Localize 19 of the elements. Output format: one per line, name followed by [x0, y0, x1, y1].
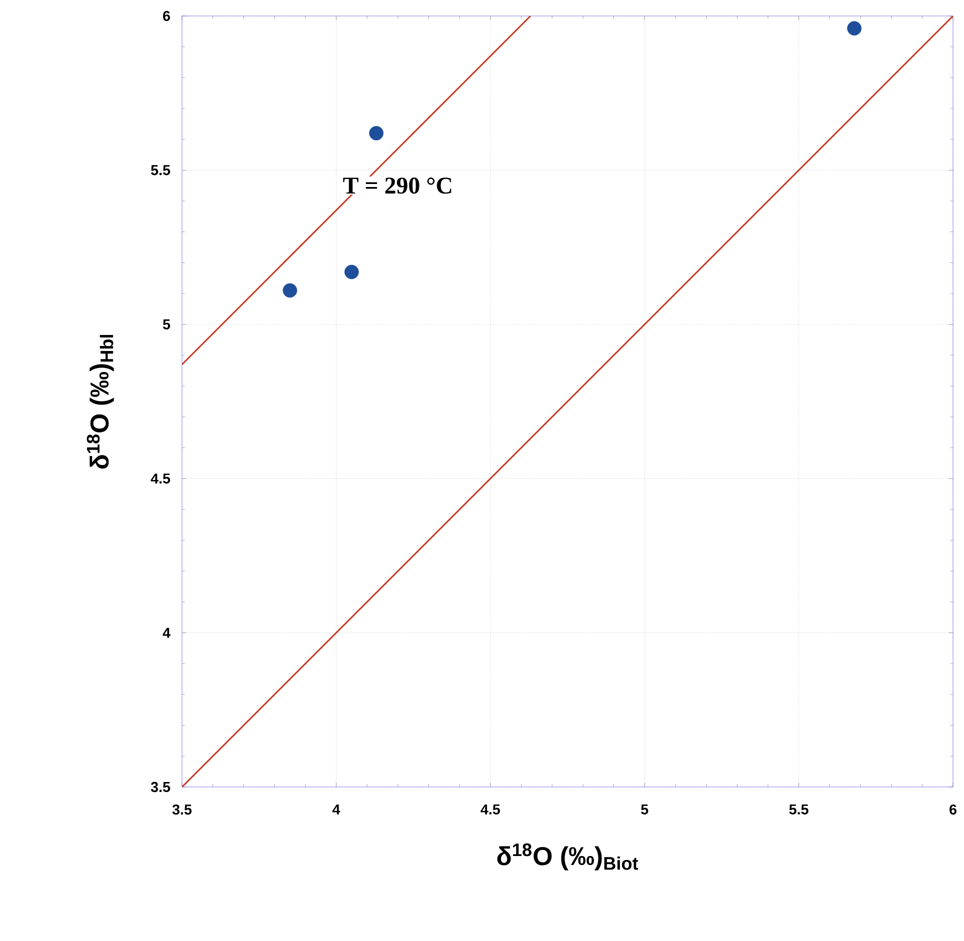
point	[282, 283, 298, 298]
point	[344, 264, 359, 280]
x-tick-label: 3.5	[172, 804, 192, 815]
y-tick-label: 4.5	[150, 474, 170, 484]
x-tick-label: 5	[641, 804, 648, 814]
x-axis-title: δ$^{18}$O (‰)$_{Biot}$	[497, 843, 638, 870]
y-tick-label: 3.5	[150, 782, 170, 792]
x-tick-label: 5.5	[789, 804, 808, 814]
annotation: T = 290 °C	[343, 178, 452, 194]
y-tick-label: 4	[162, 628, 170, 638]
point	[369, 126, 384, 140]
point	[847, 21, 862, 36]
y-tick-label: 5	[162, 319, 170, 330]
x-tick-label: 4	[332, 804, 340, 814]
x-tick-label: 6	[950, 804, 956, 815]
y-axis-title: δ$^{18}$O (‰)$_{Hbl}$	[86, 334, 114, 469]
x-tick-label: 4.5	[480, 804, 500, 814]
y-tick-label: 5.5	[151, 165, 170, 176]
y-tick-label: 6	[163, 10, 170, 22]
